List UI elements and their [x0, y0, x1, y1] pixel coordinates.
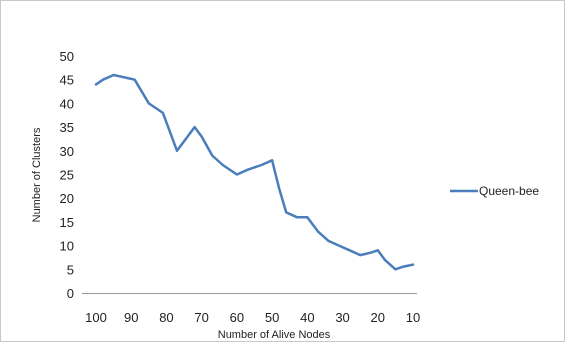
x-tick-label: 20 [371, 310, 385, 325]
x-tick-label: 60 [230, 310, 244, 325]
x-tick-label: 30 [335, 310, 349, 325]
y-tick-label: 5 [67, 262, 74, 277]
series-lines [94, 73, 415, 271]
y-tick-label: 35 [60, 120, 74, 135]
x-axis-title: Number of Alive Nodes [218, 329, 331, 341]
y-tick-label: 40 [60, 96, 74, 111]
y-axis-ticks: 0 5 10 15 20 25 30 35 40 45 50 [60, 49, 74, 301]
y-tick-label: 50 [60, 49, 74, 64]
y-tick-label: 10 [60, 239, 74, 254]
x-tick-label: 80 [159, 310, 173, 325]
y-tick-label: 0 [67, 286, 74, 301]
x-tick-label: 90 [124, 310, 138, 325]
y-tick-label: 45 [60, 73, 74, 88]
x-tick-label: 70 [194, 310, 208, 325]
y-tick-label: 25 [60, 168, 74, 183]
x-tick-label: 40 [300, 310, 314, 325]
x-axis-ticks: 100 90 80 70 60 50 40 30 20 10 [85, 310, 420, 325]
y-tick-label: 15 [60, 215, 74, 230]
legend: Queen-bee [450, 184, 539, 198]
y-tick-label: 30 [60, 144, 74, 159]
legend-label-queen-bee: Queen-bee [479, 184, 539, 198]
y-tick-label: 20 [60, 191, 74, 206]
x-tick-label: 100 [85, 310, 107, 325]
y-axis-title: Number of Clusters [31, 127, 43, 222]
x-tick-label: 50 [265, 310, 279, 325]
x-tick-label: 10 [406, 310, 420, 325]
series-line-queen-bee [94, 73, 415, 271]
